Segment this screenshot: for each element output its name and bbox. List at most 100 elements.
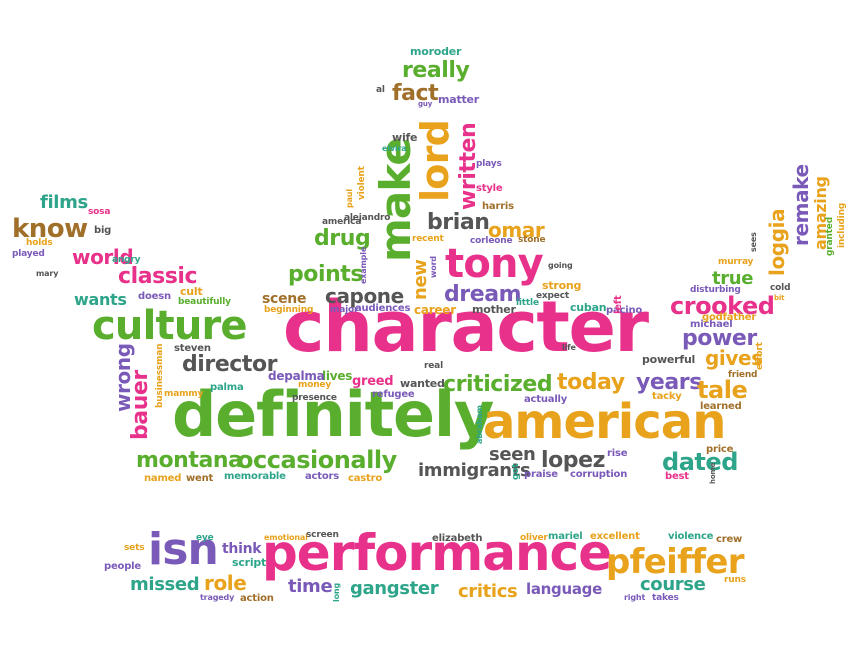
word-holds: holds (26, 238, 53, 248)
word-learned: learned (700, 401, 742, 412)
word-word: word (429, 256, 438, 278)
word-castro: castro (348, 473, 383, 484)
word-mother: mother (472, 303, 516, 316)
word-pfeiffer: pfeiffer (606, 542, 745, 582)
word-actually: actually (524, 394, 568, 405)
word-friend: friend (728, 370, 758, 380)
word-little: little (516, 298, 539, 308)
word-critics: critics (458, 581, 518, 602)
word-violence: violence (668, 531, 714, 542)
word-murray: murray (718, 257, 754, 267)
word-remake: remake (789, 164, 813, 246)
word-alejandro: alejandro (344, 213, 391, 223)
word-actors: actors (305, 471, 340, 482)
word-michael: michael (690, 319, 733, 330)
word-left: left (613, 295, 624, 314)
word-crooked: crooked (670, 292, 775, 320)
word-long: long (332, 582, 341, 602)
word-sosa: sosa (88, 207, 111, 217)
word-guy: guy (418, 100, 433, 108)
word-omar: omar (488, 218, 545, 242)
word-career: career (414, 303, 456, 317)
word-occasionally: occasionally (237, 446, 397, 474)
word-missed: missed (130, 574, 200, 595)
word-powerful: powerful (642, 353, 696, 366)
word-al: al (376, 85, 385, 95)
word-example: example (359, 246, 368, 284)
word-life: life (562, 343, 576, 352)
word-elvira: elvira (382, 144, 407, 153)
word-refugee: refugee (372, 389, 415, 400)
word-think: think (222, 541, 262, 557)
word-audiences: audiences (355, 303, 411, 314)
word-wanted: wanted (400, 377, 445, 390)
word-recent: recent (412, 234, 444, 244)
word-home: home (709, 462, 717, 484)
word-disturbing: disturbing (690, 285, 741, 295)
word-screen: screen (306, 530, 339, 540)
word-expect: expect (536, 291, 570, 301)
word-pacino: pacino (606, 305, 643, 316)
word-style: style (476, 183, 503, 194)
word-bit: bit (774, 294, 785, 302)
word-immigrants: immigrants (418, 460, 531, 481)
word-capone: capone (325, 284, 404, 308)
word-loggia: loggia (765, 208, 789, 276)
word-real: real (424, 361, 443, 371)
word-harris: harris (482, 201, 514, 212)
word-america: america (322, 217, 362, 227)
word-cold: cold (770, 283, 791, 293)
word-moroder: moroder (410, 45, 462, 58)
word-sets: sets (124, 543, 145, 553)
word-beginning: beginning (264, 305, 314, 315)
word-going: going (548, 261, 573, 270)
word-seen: seen (489, 444, 536, 465)
word-including: including (837, 202, 847, 248)
word-depalma: depalma (268, 369, 325, 383)
word-price: price (706, 444, 734, 455)
word-emotional: emotional (264, 533, 308, 542)
word-corruption: corruption (570, 469, 628, 480)
word-mammy: mammy (164, 389, 204, 399)
word-years: years (636, 370, 702, 395)
word-sees: sees (749, 232, 758, 252)
word-fact: fact (392, 81, 439, 106)
word-dream: dream (444, 282, 522, 307)
word-memorable: memorable (224, 471, 286, 482)
word-isn: isn (148, 524, 219, 575)
word-lopez: lopez (541, 448, 605, 473)
word-abraham: abraham (475, 405, 484, 444)
word-really: really (402, 58, 470, 83)
word-american: american (483, 394, 726, 450)
word-culture: culture (92, 303, 248, 349)
word-best: best (665, 471, 689, 482)
word-true: true (712, 268, 754, 289)
word-tale: tale (697, 376, 748, 404)
word-tony: tony (445, 241, 544, 287)
word-money: money (298, 380, 332, 390)
word-eye: eye (196, 533, 214, 543)
word-points: points (288, 262, 364, 287)
word-lives: lives (322, 369, 353, 383)
word-plays: plays (476, 159, 502, 169)
word-world: world (72, 245, 134, 269)
word-cult: cult (180, 285, 203, 298)
word-films: films (40, 192, 88, 213)
word-power: power (682, 326, 757, 351)
word-beautifully: beautifully (178, 297, 231, 307)
word-praise: praise (524, 469, 558, 480)
word-palma: palma (210, 382, 244, 393)
word-role: role (204, 571, 247, 595)
word-classic: classic (118, 264, 198, 289)
word-crew: crew (716, 534, 743, 545)
word-runs: runs (724, 575, 746, 585)
word-cuban: cuban (570, 301, 607, 314)
word-course: course (640, 574, 706, 595)
word-tacky: tacky (652, 391, 682, 402)
word-major: major (330, 305, 359, 315)
word-greed: greed (352, 374, 394, 389)
word-mariel: mariel (548, 531, 583, 542)
word-wants: wants (74, 290, 127, 309)
word-drug: drug (314, 226, 371, 251)
